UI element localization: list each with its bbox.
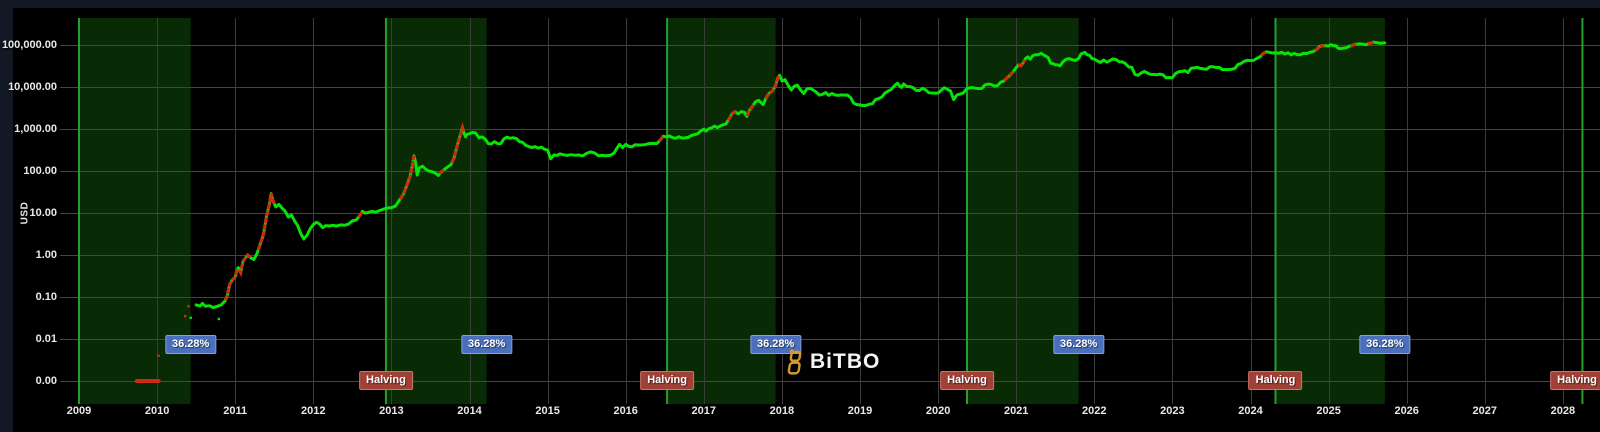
btc-price-line	[194, 40, 1387, 310]
halving-cycle-band	[385, 18, 487, 404]
hot-rally-segment	[727, 109, 739, 121]
hot-rally-segment	[238, 252, 251, 278]
hot-rally-segment	[1367, 40, 1375, 46]
early-price-dot	[187, 305, 190, 308]
hot-rally-segment	[658, 134, 665, 142]
early-price-dot	[189, 316, 192, 319]
halving-cycle-band	[966, 18, 1079, 404]
hot-rally-segment	[1017, 59, 1026, 68]
early-price-dot	[203, 340, 206, 344]
early-price-dot	[175, 348, 178, 352]
hot-rally-segment	[224, 269, 239, 301]
hot-rally-segment	[399, 155, 417, 200]
hot-rally-segment	[257, 193, 276, 251]
hot-rally-segment	[357, 210, 364, 218]
halving-cycle-band	[1275, 18, 1385, 404]
hot-rally-segment	[745, 102, 756, 117]
early-price-dot	[157, 354, 160, 357]
halving-cycle-band	[667, 18, 776, 404]
hot-rally-segment	[1314, 44, 1325, 52]
early-price-dot	[184, 314, 187, 318]
halving-cycle-band	[79, 18, 191, 404]
early-price-dot	[180, 336, 183, 339]
hot-rally-segment	[764, 73, 782, 99]
hot-rally-segment	[1260, 50, 1269, 57]
hot-rally-segment	[1350, 42, 1359, 48]
hot-rally-segment	[1003, 69, 1016, 82]
hot-rally-segment	[450, 122, 465, 164]
early-price-dot	[217, 317, 220, 321]
hot-rally-segment	[439, 169, 445, 175]
early-price-dot	[165, 347, 168, 350]
